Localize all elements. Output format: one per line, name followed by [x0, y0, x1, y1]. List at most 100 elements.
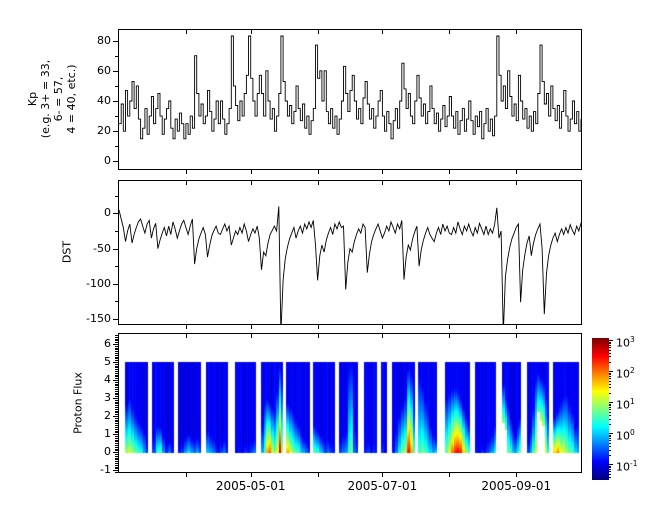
x-tick-top	[185, 181, 187, 185]
pflux-y-tick-label: 1	[104, 427, 111, 441]
pflux-y-minor-tick	[115, 363, 118, 365]
pflux-y-tick-label: 2	[104, 409, 111, 423]
colorbar-minor-tick	[609, 372, 611, 374]
pflux-y-tick	[113, 380, 118, 381]
kp-y-minor-tick	[115, 146, 118, 148]
pflux-y-minor-tick	[115, 360, 118, 362]
colorbar-minor-tick	[609, 440, 611, 442]
colorbar-minor-tick	[609, 442, 611, 444]
pflux-y-minor-tick	[115, 365, 118, 367]
x-tick-top	[250, 181, 252, 185]
colorbar-minor-tick	[609, 343, 611, 345]
pflux-y-minor-tick	[115, 401, 118, 403]
kp-y-tick	[113, 40, 118, 42]
pflux-y-minor-tick	[115, 372, 118, 374]
kp-y-tick	[113, 70, 118, 72]
pflux-y-tick-label: 5	[104, 354, 111, 368]
colorbar-minor-tick	[609, 380, 611, 382]
x-tick	[516, 325, 518, 329]
pflux-y-minor-tick	[115, 389, 118, 391]
pflux-y-tick-label: 6	[104, 336, 111, 350]
pflux-y-minor-tick	[115, 334, 118, 336]
x-tick	[317, 170, 319, 174]
pflux-y-minor-tick	[115, 428, 118, 430]
colorbar-minor-tick	[609, 356, 611, 358]
colorbar-minor-tick	[609, 405, 611, 407]
colorbar-minor-tick	[609, 407, 611, 409]
colorbar-tick-label: 10-1	[616, 459, 638, 475]
pflux-y-minor-tick	[115, 399, 118, 401]
colorbar-minor-tick	[609, 467, 611, 469]
colorbar-tick-label: 102	[616, 366, 635, 381]
colorbar-tick	[609, 402, 613, 404]
colorbar-minor-tick	[609, 376, 611, 378]
kp-y-minor-tick	[115, 55, 118, 57]
colorbar-minor-tick	[609, 344, 611, 346]
colorbar-minor-tick	[609, 361, 611, 363]
pflux-y-minor-tick	[115, 437, 118, 439]
dst-y-tick	[113, 248, 118, 250]
pflux-y-minor-tick	[115, 392, 118, 394]
x-tick	[185, 170, 187, 174]
pflux-y-minor-tick	[115, 358, 118, 360]
pflux-y-minor-tick	[115, 378, 118, 380]
colorbar-minor-tick	[609, 476, 611, 478]
pflux-y-minor-tick	[115, 421, 118, 423]
pflux-y-tick	[113, 416, 118, 418]
x-tick-top	[449, 30, 451, 34]
x-tick-top	[250, 334, 252, 338]
colorbar-minor-tick	[609, 383, 611, 385]
pflux-y-tick-label: 4	[104, 373, 111, 386]
x-tick	[516, 170, 518, 174]
colorbar-minor-tick	[609, 418, 611, 420]
x-tick	[185, 473, 187, 477]
pflux-y-tick	[113, 361, 118, 363]
x-tick	[516, 473, 518, 477]
pflux-y-minor-tick	[115, 387, 118, 389]
x-tick	[382, 325, 384, 329]
colorbar-minor-tick	[609, 411, 611, 413]
dst-y-tick	[113, 283, 118, 285]
x-tick-top	[185, 30, 187, 34]
x-tick-top	[516, 30, 518, 34]
pflux-y-minor-tick	[115, 441, 118, 443]
pflux-y-minor-tick	[115, 394, 118, 396]
x-tick-top	[449, 181, 451, 185]
pflux-y-minor-tick	[115, 376, 118, 378]
pflux-y-minor-tick	[115, 349, 118, 351]
x-tick	[449, 325, 451, 329]
pflux-y-minor-tick	[115, 354, 118, 356]
pflux-y-minor-tick	[115, 356, 118, 358]
colorbar-minor-tick	[609, 438, 611, 440]
colorbar-minor-tick	[609, 403, 611, 405]
pflux-y-minor-tick	[115, 412, 118, 414]
dst-y-minor-tick	[115, 231, 118, 232]
pflux-y-minor-tick	[115, 407, 118, 409]
dst-panel	[118, 180, 582, 325]
x-tick	[382, 473, 384, 477]
colorbar-tick	[609, 340, 613, 342]
colorbar-minor-tick	[609, 378, 611, 380]
pflux-y-minor-tick	[115, 403, 118, 405]
colorbar-minor-tick	[609, 341, 611, 343]
pflux-y-tick-label: -1	[100, 463, 111, 477]
x-tick	[250, 473, 252, 477]
colorbar-minor-tick	[609, 409, 611, 411]
colorbar-minor-tick	[609, 349, 611, 351]
pflux-y-tick	[113, 470, 118, 472]
colorbar-tick-label: 103	[616, 335, 635, 350]
pflux-y-minor-tick	[115, 396, 118, 398]
kp-y-tick-label: 60	[97, 63, 111, 77]
pflux-y-minor-tick	[115, 369, 118, 371]
pflux-y-minor-tick	[115, 390, 118, 392]
kp-y-tick-label: 0	[104, 154, 111, 168]
colorbar-minor-tick	[609, 449, 611, 451]
pflux-y-minor-tick	[115, 374, 118, 376]
pflux-y-minor-tick	[115, 461, 118, 463]
pflux-y-minor-tick	[115, 472, 118, 473]
pflux-y-minor-tick	[115, 455, 118, 457]
x-tick-top	[317, 334, 319, 338]
colorbar-tick	[609, 464, 613, 466]
pflux-y-minor-tick	[115, 446, 118, 448]
